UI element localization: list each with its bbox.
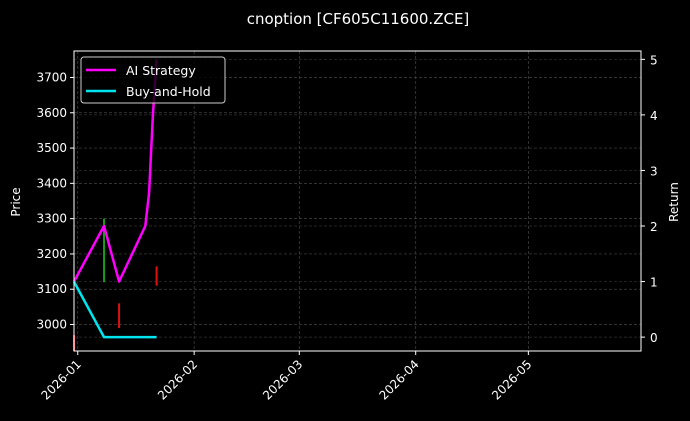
y-tick-label: 3600	[36, 106, 67, 120]
y-tick-label: 3300	[36, 212, 67, 226]
y-axis-right: 0 1 2 3 4 5	[641, 53, 658, 345]
legend: AI Strategy Buy-and-Hold	[80, 56, 226, 104]
y-tick-label: 3500	[36, 141, 67, 155]
x-tick-label: 2026-01	[39, 357, 84, 402]
y-tick-label: 3700	[36, 70, 67, 84]
x-tick-label: 2026-05	[489, 357, 534, 402]
y2-tick-label: 3	[650, 164, 658, 178]
x-tick-label: 2026-04	[376, 357, 421, 402]
series-line	[72, 281, 157, 339]
y-axis-left: 3000 3100 3200 3300 3400 3500 3600 3700	[36, 70, 74, 332]
y-tick-label: 3400	[36, 176, 67, 190]
y2-tick-label: 4	[650, 109, 658, 123]
plot-frame	[73, 50, 642, 352]
legend-box	[80, 56, 226, 104]
x-axis: 2026-01 2026-02 2026-03 2026-04 2026-05	[39, 351, 534, 403]
grid-lines	[74, 51, 641, 351]
x-tick-label: 2026-03	[260, 357, 305, 402]
candlesticks	[73, 218, 158, 351]
legend-label-buy-and-hold: Buy-and-Hold	[126, 84, 211, 99]
y-tick-label: 3000	[36, 318, 67, 332]
x-tick-label: 2026-02	[155, 357, 200, 402]
legend-label-ai-strategy: AI Strategy	[126, 63, 196, 78]
y-axis-label: Price	[9, 187, 23, 216]
series-lines	[72, 59, 158, 339]
y2-tick-label: 2	[650, 220, 658, 234]
series-line	[72, 59, 158, 283]
y2-axis-label: Return	[667, 182, 681, 222]
y-tick-label: 3200	[36, 247, 67, 261]
y2-tick-label: 1	[650, 276, 658, 290]
chart-title: cnoption [CF605C11600.ZCE]	[247, 10, 470, 28]
y2-tick-label: 5	[650, 53, 658, 67]
y2-tick-label: 0	[650, 331, 658, 345]
y-tick-label: 3100	[36, 282, 67, 296]
